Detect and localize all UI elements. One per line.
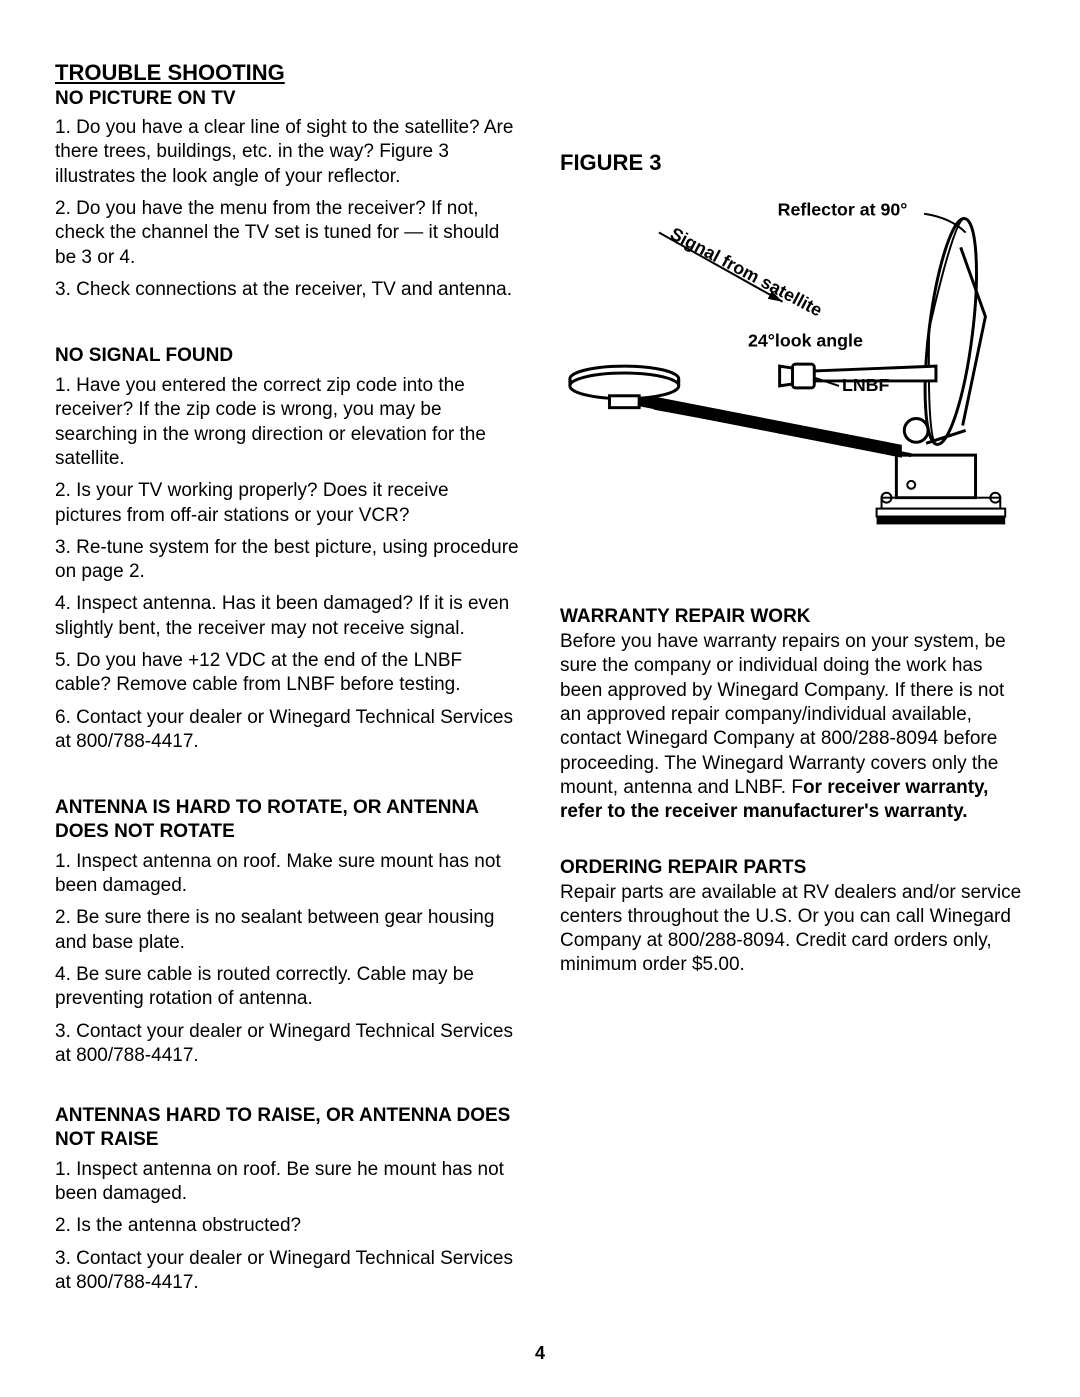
figure-title: FIGURE 3 (560, 150, 1025, 176)
columns: TROUBLE SHOOTING NO PICTURE ON TV 1. Do … (55, 60, 1025, 1303)
base-plate (877, 516, 1006, 524)
list-item: 4. Inspect antenna. Has it been damaged?… (55, 592, 520, 641)
section-heading-no-picture: NO PICTURE ON TV (55, 88, 520, 110)
main-title: TROUBLE SHOOTING (55, 60, 520, 86)
list-item: 6. Contact your dealer or Winegard Techn… (55, 706, 520, 755)
signal-label: Signal from satellite (667, 223, 826, 320)
antenna-diagram-svg: Reflector at 90° Signal from satellite 2… (560, 196, 1025, 556)
lnbf-unit (780, 364, 815, 388)
list-item: 5. Do you have +12 VDC at the end of the… (55, 649, 520, 698)
list-item: 3. Contact your dealer or Winegard Techn… (55, 1247, 520, 1296)
list-item: 1. Inspect antenna on roof. Make sure mo… (55, 850, 520, 899)
warranty-body: Before you have warranty repairs on your… (560, 630, 1025, 825)
section-heading-rotate: ANTENNA IS HARD TO ROTATE, OR ANTENNA DO… (55, 796, 520, 844)
warranty-text-plain: Before you have warranty repairs on your… (560, 631, 1006, 798)
list-item: 2. Is the antenna obstructed? (55, 1214, 520, 1238)
reflector-label: Reflector at 90° (778, 200, 908, 220)
look-angle-label: 24°look angle (748, 330, 863, 350)
list-item: 3. Contact your dealer or Winegard Techn… (55, 1020, 520, 1069)
bolt-icon (907, 481, 915, 489)
figure-3-diagram: Reflector at 90° Signal from satellite 2… (560, 196, 1025, 556)
reflector-dish (915, 216, 986, 447)
warranty-heading: WARRANTY REPAIR WORK (560, 606, 1025, 628)
right-column: FIGURE 3 (560, 60, 1025, 1303)
section-heading-no-signal: NO SIGNAL FOUND (55, 344, 520, 368)
section-heading-raise: ANTENNAS HARD TO RAISE, OR ANTENNA DOES … (55, 1104, 520, 1152)
list-item: 3. Check connections at the receiver, TV… (55, 278, 520, 302)
feedhorn-neck (609, 396, 639, 408)
signal-label-group: Signal from satellite (667, 223, 826, 320)
signal-arrow-line (659, 233, 783, 302)
gear-housing (896, 455, 975, 498)
pivot-icon (904, 419, 928, 443)
list-item: 1. Inspect antenna on roof. Be sure he m… (55, 1158, 520, 1207)
list-item: 3. Re-tune system for the best picture, … (55, 536, 520, 585)
page: TROUBLE SHOOTING NO PICTURE ON TV 1. Do … (0, 0, 1080, 1397)
page-number: 4 (55, 1303, 1025, 1364)
list-item: 4. Be sure cable is routed correctly. Ca… (55, 963, 520, 1012)
left-column: TROUBLE SHOOTING NO PICTURE ON TV 1. Do … (55, 60, 520, 1303)
list-item: 2. Be sure there is no sealant between g… (55, 906, 520, 955)
list-item: 1. Do you have a clear line of sight to … (55, 116, 520, 189)
base-plate-top (877, 509, 1006, 517)
support-arm-bottom (654, 408, 911, 455)
ordering-body: Repair parts are available at RV dealers… (560, 881, 1025, 978)
warranty-section: WARRANTY REPAIR WORK Before you have war… (560, 606, 1025, 825)
list-item: 2. Is your TV working properly? Does it … (55, 479, 520, 528)
mount-plate (882, 498, 1001, 509)
lnbf-label: LNBF (842, 375, 890, 395)
ordering-heading: ORDERING REPAIR PARTS (560, 857, 1025, 879)
list-item: 1. Have you entered the correct zip code… (55, 374, 520, 471)
ordering-section: ORDERING REPAIR PARTS Repair parts are a… (560, 857, 1025, 978)
list-item: 2. Do you have the menu from the receive… (55, 197, 520, 270)
